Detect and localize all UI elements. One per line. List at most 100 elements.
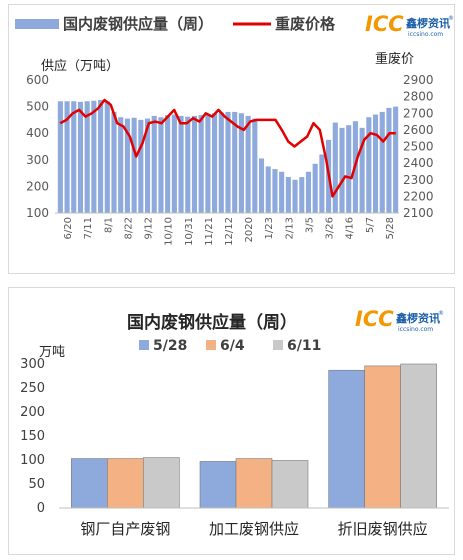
supply-bar [57, 101, 63, 213]
y-right-tick-label: 2700 [403, 106, 434, 120]
supply-comparison-chart: 国内废钢供应量（周） ICC 鑫椤资讯 ® iccsino.com 万吨 5/2… [20, 307, 449, 538]
supply-bar [245, 115, 251, 213]
y-right-tick-label: 2300 [403, 173, 434, 187]
logo-name-2: 鑫椤资讯 [395, 311, 440, 325]
supply-bar [372, 114, 379, 213]
supply-bar-5-28 [71, 458, 108, 509]
supply-bar [77, 101, 84, 213]
supply-bar [279, 171, 285, 213]
y-left-tick-label: 100 [26, 206, 49, 220]
y-tick-label: 50 [28, 477, 45, 492]
x-tick-label: 5/7 [365, 217, 376, 233]
supply-bar [319, 154, 325, 213]
y-right-tick-label: 2600 [403, 123, 434, 137]
y-tick-label: 200 [20, 405, 45, 420]
supply-bar-5-28 [199, 461, 237, 509]
x-tick-label: 4/16 [345, 217, 356, 239]
y-right-title: 重废价 [375, 51, 414, 67]
supply-bar [258, 158, 265, 213]
x-tick-label: 10/31 [184, 217, 195, 246]
supply-bar [191, 115, 198, 213]
x-tick-label: 10/10 [164, 217, 175, 246]
supply-bar [305, 171, 312, 213]
supply-bar [346, 125, 352, 213]
supply-bar [272, 169, 278, 213]
supply-bar [131, 117, 137, 213]
supply-bar [185, 116, 191, 213]
supply-bar [104, 101, 110, 213]
y-tick-label: 150 [20, 429, 45, 444]
supply-bar [359, 127, 365, 213]
supply-bar [64, 101, 70, 213]
supply-bar [225, 111, 231, 213]
supply-bar [151, 115, 157, 213]
y-left-tick-label: 600 [26, 73, 49, 87]
x-tick-label: 8/22 [123, 217, 134, 239]
x-tick-label: 3/26 [325, 217, 336, 239]
y-right-tick-label: 2900 [403, 73, 434, 87]
y-tick-label: 250 [20, 381, 45, 396]
supply-bar [198, 115, 204, 213]
y-left-tick-label: 500 [26, 100, 49, 114]
logo-url: iccsino.com [408, 31, 443, 38]
y-tick-label: 0 [37, 501, 45, 516]
supply-bar [212, 113, 218, 213]
supply-bar-6-4 [107, 458, 144, 509]
x-tick-label: 7/11 [83, 217, 94, 239]
supply-bar [366, 117, 372, 213]
supply-bar [393, 106, 399, 213]
x-tick-label: 9/12 [144, 217, 155, 239]
supply-bar [124, 118, 130, 213]
x-tick-label: 1/23 [264, 217, 275, 239]
legend-label: 6/11 [287, 338, 321, 354]
supply-bar-6-11 [143, 457, 180, 509]
logo-name: 鑫椤资讯 [405, 16, 450, 30]
x-tick-label: 5/28 [385, 217, 396, 239]
chart-title: 国内废钢供应量（周） [127, 312, 297, 333]
y-left-tick-label: 400 [26, 126, 49, 140]
supply-bar [312, 163, 318, 213]
icc-logo: ICC 鑫椤资讯 ® iccsino.com [365, 12, 454, 38]
x-tick-label: 2/13 [284, 217, 295, 239]
y-tick-label: 300 [20, 357, 45, 372]
y-right-tick-label: 2500 [403, 140, 434, 154]
supply-bar [339, 127, 345, 213]
supply-bar-6-11 [271, 460, 309, 509]
supply-bar-6-11 [400, 363, 437, 509]
legend-swatch [206, 340, 216, 350]
supply-bar [232, 111, 238, 213]
supply-bar [91, 100, 97, 213]
y-left-tick-label: 300 [26, 153, 49, 167]
supply-bar [171, 114, 177, 213]
category-label: 折旧废钢供应 [338, 520, 428, 538]
x-tick-label: 2020 [244, 217, 255, 242]
y-left-tick-label: 200 [26, 179, 49, 193]
category-label: 加工废钢供应 [209, 520, 299, 538]
y-right-tick-label: 2100 [403, 206, 434, 220]
legend-label: 6/4 [220, 338, 245, 354]
supply-bar [265, 166, 271, 213]
legend-swatch [139, 340, 149, 350]
supply-bar [165, 115, 171, 213]
supply-comparison-chart-panel: 国内废钢供应量（周） ICC 鑫椤资讯 ® iccsino.com 万吨 5/2… [8, 287, 455, 555]
logo-url-2: iccsino.com [398, 326, 433, 333]
supply-bar [379, 111, 385, 213]
supply-bar [218, 112, 224, 213]
supply-bar-5-28 [328, 369, 365, 509]
supply-price-chart-panel: 国内废钢供应量（周） 重废价格 ICC 鑫椤资讯 ® iccsino.com 供… [8, 4, 455, 274]
price-line [59, 98, 396, 198]
logo-brand: ICC [365, 12, 404, 36]
supply-bar [118, 117, 124, 213]
x-tick-label: 3/5 [304, 217, 315, 233]
supply-bar [386, 107, 392, 213]
x-tick-label: 8/1 [103, 217, 114, 233]
supply-bar [332, 122, 338, 213]
y-right-tick-label: 2400 [403, 156, 434, 170]
logo-brand-2: ICC [355, 307, 394, 331]
legend-line-label: 重废价格 [275, 15, 336, 33]
x-tick-label: 12/12 [224, 217, 235, 246]
y-left-title: 供应（万吨） [41, 58, 119, 74]
x-tick-label: 6/20 [63, 217, 74, 239]
supply-bar [292, 179, 298, 213]
logo-reg: ® [448, 15, 454, 22]
